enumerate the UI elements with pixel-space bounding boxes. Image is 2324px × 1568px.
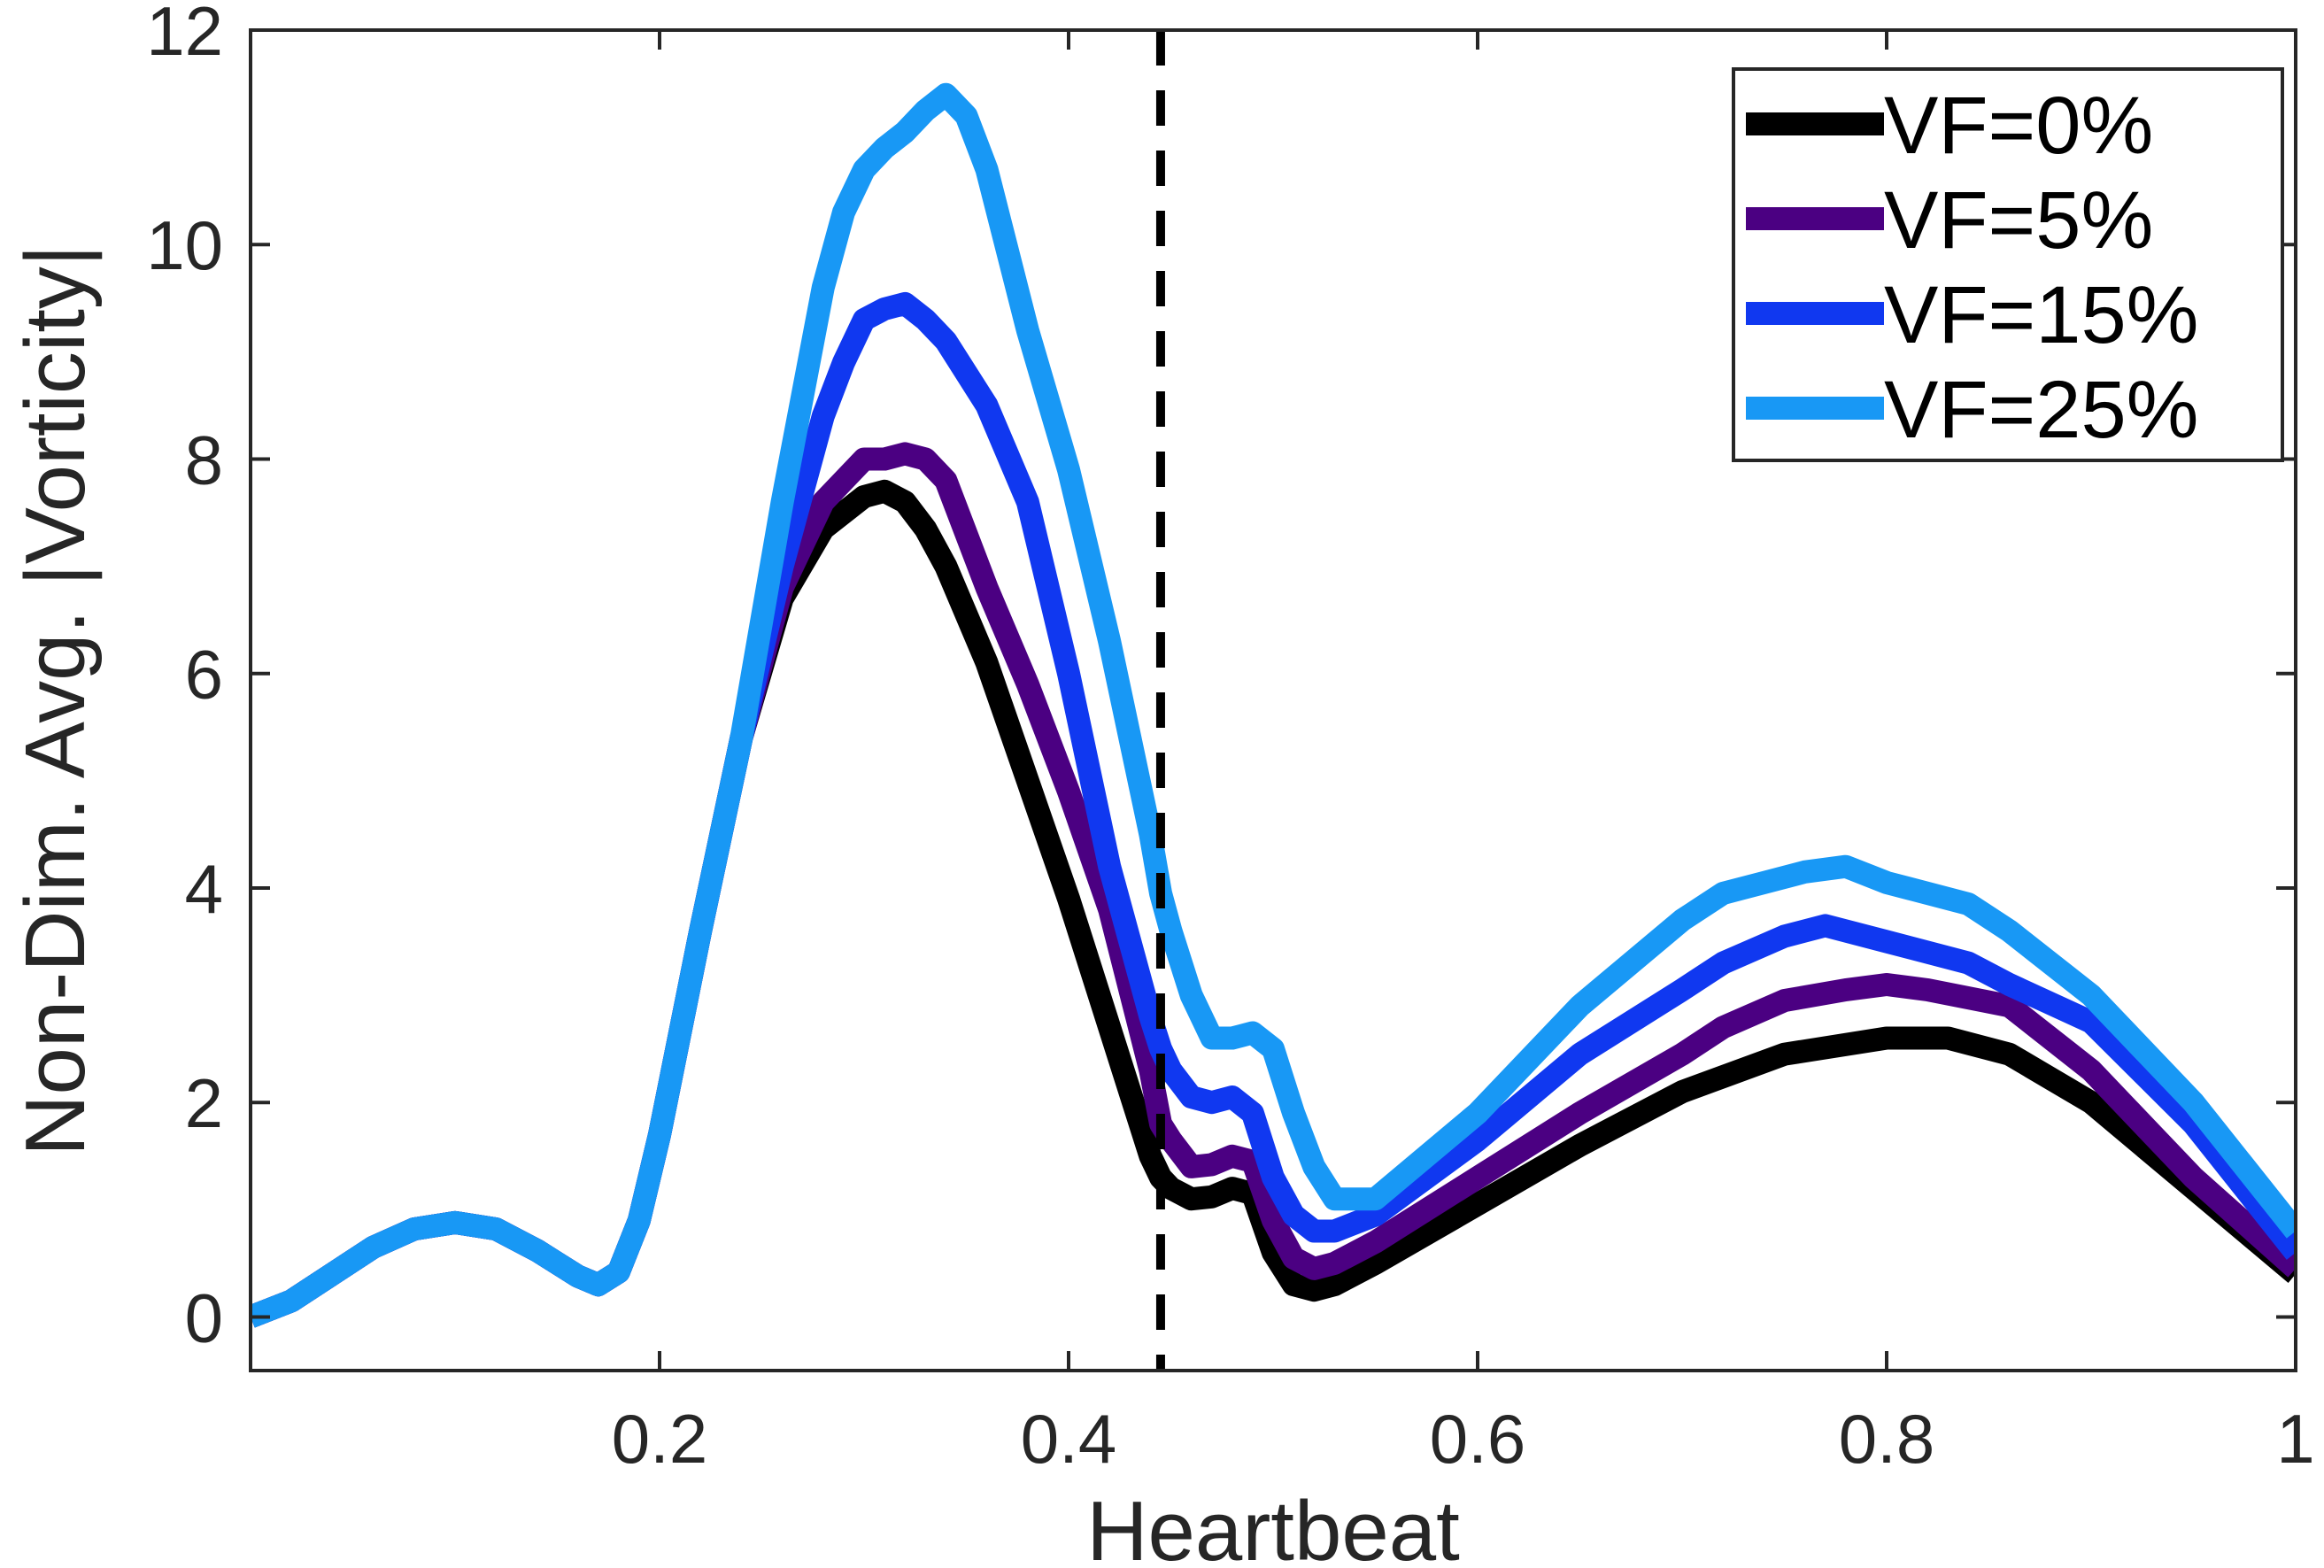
y-tick-label: 10 [146, 206, 223, 284]
series-layer [251, 82, 2296, 1328]
y-tick-label: 0 [185, 1278, 223, 1356]
x-tick-label: 0.2 [612, 1400, 707, 1478]
x-axis-title: Heartbeat [1086, 1484, 1460, 1568]
y-tick-label: 2 [185, 1064, 223, 1142]
legend-label-2: VF=15% [1884, 270, 2198, 360]
y-tick-label: 8 [185, 421, 223, 498]
x-tick-label: 0.4 [1021, 1400, 1116, 1478]
y-axis: 0 2 4 6 8 10 12 [146, 0, 2296, 1356]
x-axis: 0.2 0.4 0.6 0.8 1 [612, 30, 2315, 1478]
legend-label-1: VF=5% [1884, 175, 2153, 266]
x-tick-label: 0.6 [1430, 1400, 1525, 1478]
legend-items: VF=0%VF=5%VF=15%VF=25% [1746, 81, 2198, 455]
x-tick-label: 0.8 [1839, 1400, 1934, 1478]
legend: VF=0%VF=5%VF=15%VF=25% [1732, 67, 2284, 462]
legend-label-3: VF=25% [1884, 365, 2198, 455]
legend-label-0: VF=0% [1884, 81, 2153, 171]
y-tick-label: 12 [146, 0, 223, 70]
x-tick-label: 1 [2276, 1400, 2314, 1478]
plot-area-frame [249, 28, 2297, 1372]
y-axis-title: Non-Dim. Avg. |Vorticity| [8, 244, 103, 1156]
y-tick-label: 4 [185, 850, 223, 928]
y-tick-label: 6 [185, 636, 223, 714]
series-line-3 [251, 82, 2296, 1328]
